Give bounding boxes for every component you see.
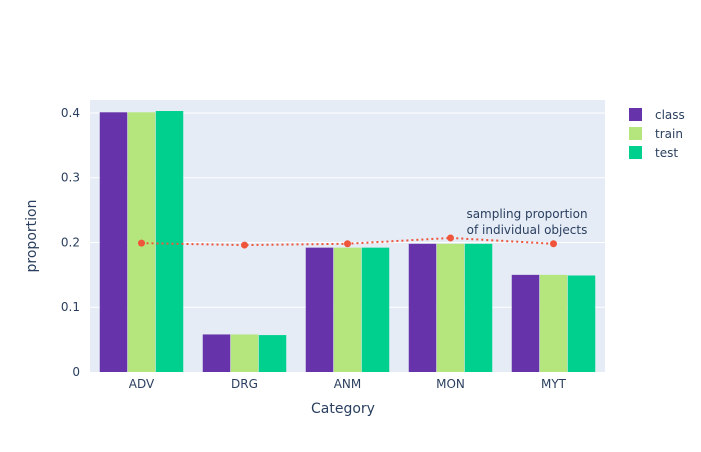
x-axis-title: Category xyxy=(311,401,375,417)
legend-swatch-train xyxy=(629,127,642,140)
y-tick-labels: 0 0.1 0.2 0.3 0.4 xyxy=(61,106,80,379)
bar-test-adv xyxy=(155,111,184,372)
bar-class-adv xyxy=(99,112,128,373)
bar-test-drg xyxy=(258,335,287,372)
y-tick-label: 0.2 xyxy=(61,235,80,249)
sampling-point xyxy=(550,240,557,248)
legend-swatch-class xyxy=(629,108,642,121)
bar-train-mon xyxy=(436,243,465,372)
sampling-point xyxy=(138,239,145,247)
y-tick-label: 0.3 xyxy=(61,171,80,185)
y-axis-title: proportion xyxy=(24,200,40,273)
y-tick-label: 0.1 xyxy=(61,300,80,314)
legend-swatch-test xyxy=(629,146,642,159)
annotation-line-2: of individual objects xyxy=(467,223,588,237)
y-tick-label: 0.4 xyxy=(61,106,80,120)
legend: class train test xyxy=(629,108,685,160)
bar-class-anm xyxy=(305,247,334,372)
x-tick-label: ADV xyxy=(129,377,155,391)
bar-class-myt xyxy=(511,274,540,372)
bar-class-mon xyxy=(408,243,437,372)
sampling-line xyxy=(138,234,557,249)
sampling-point xyxy=(344,240,351,248)
x-tick-label: ANM xyxy=(334,377,362,391)
bar-train-anm xyxy=(333,247,362,372)
sampling-point xyxy=(241,241,248,249)
x-tick-label: MYT xyxy=(541,377,567,391)
bar-class-drg xyxy=(202,334,231,372)
x-tick-label: MON xyxy=(436,377,465,391)
bar-train-drg xyxy=(230,334,259,372)
bar-test-mon xyxy=(464,243,493,372)
x-tick-label: DRG xyxy=(231,377,258,391)
legend-label-class: class xyxy=(655,108,685,122)
bar-test-myt xyxy=(567,275,596,372)
bar-group xyxy=(99,111,596,373)
y-tick-label: 0 xyxy=(72,365,80,379)
bar-test-anm xyxy=(361,247,390,372)
legend-label-test: test xyxy=(655,146,678,160)
x-tick-labels: ADV DRG ANM MON MYT xyxy=(129,377,567,391)
sampling-point xyxy=(447,234,454,242)
legend-label-train: train xyxy=(655,127,683,141)
bar-train-myt xyxy=(539,274,568,372)
annotation-line-1: sampling proportion xyxy=(466,207,587,221)
